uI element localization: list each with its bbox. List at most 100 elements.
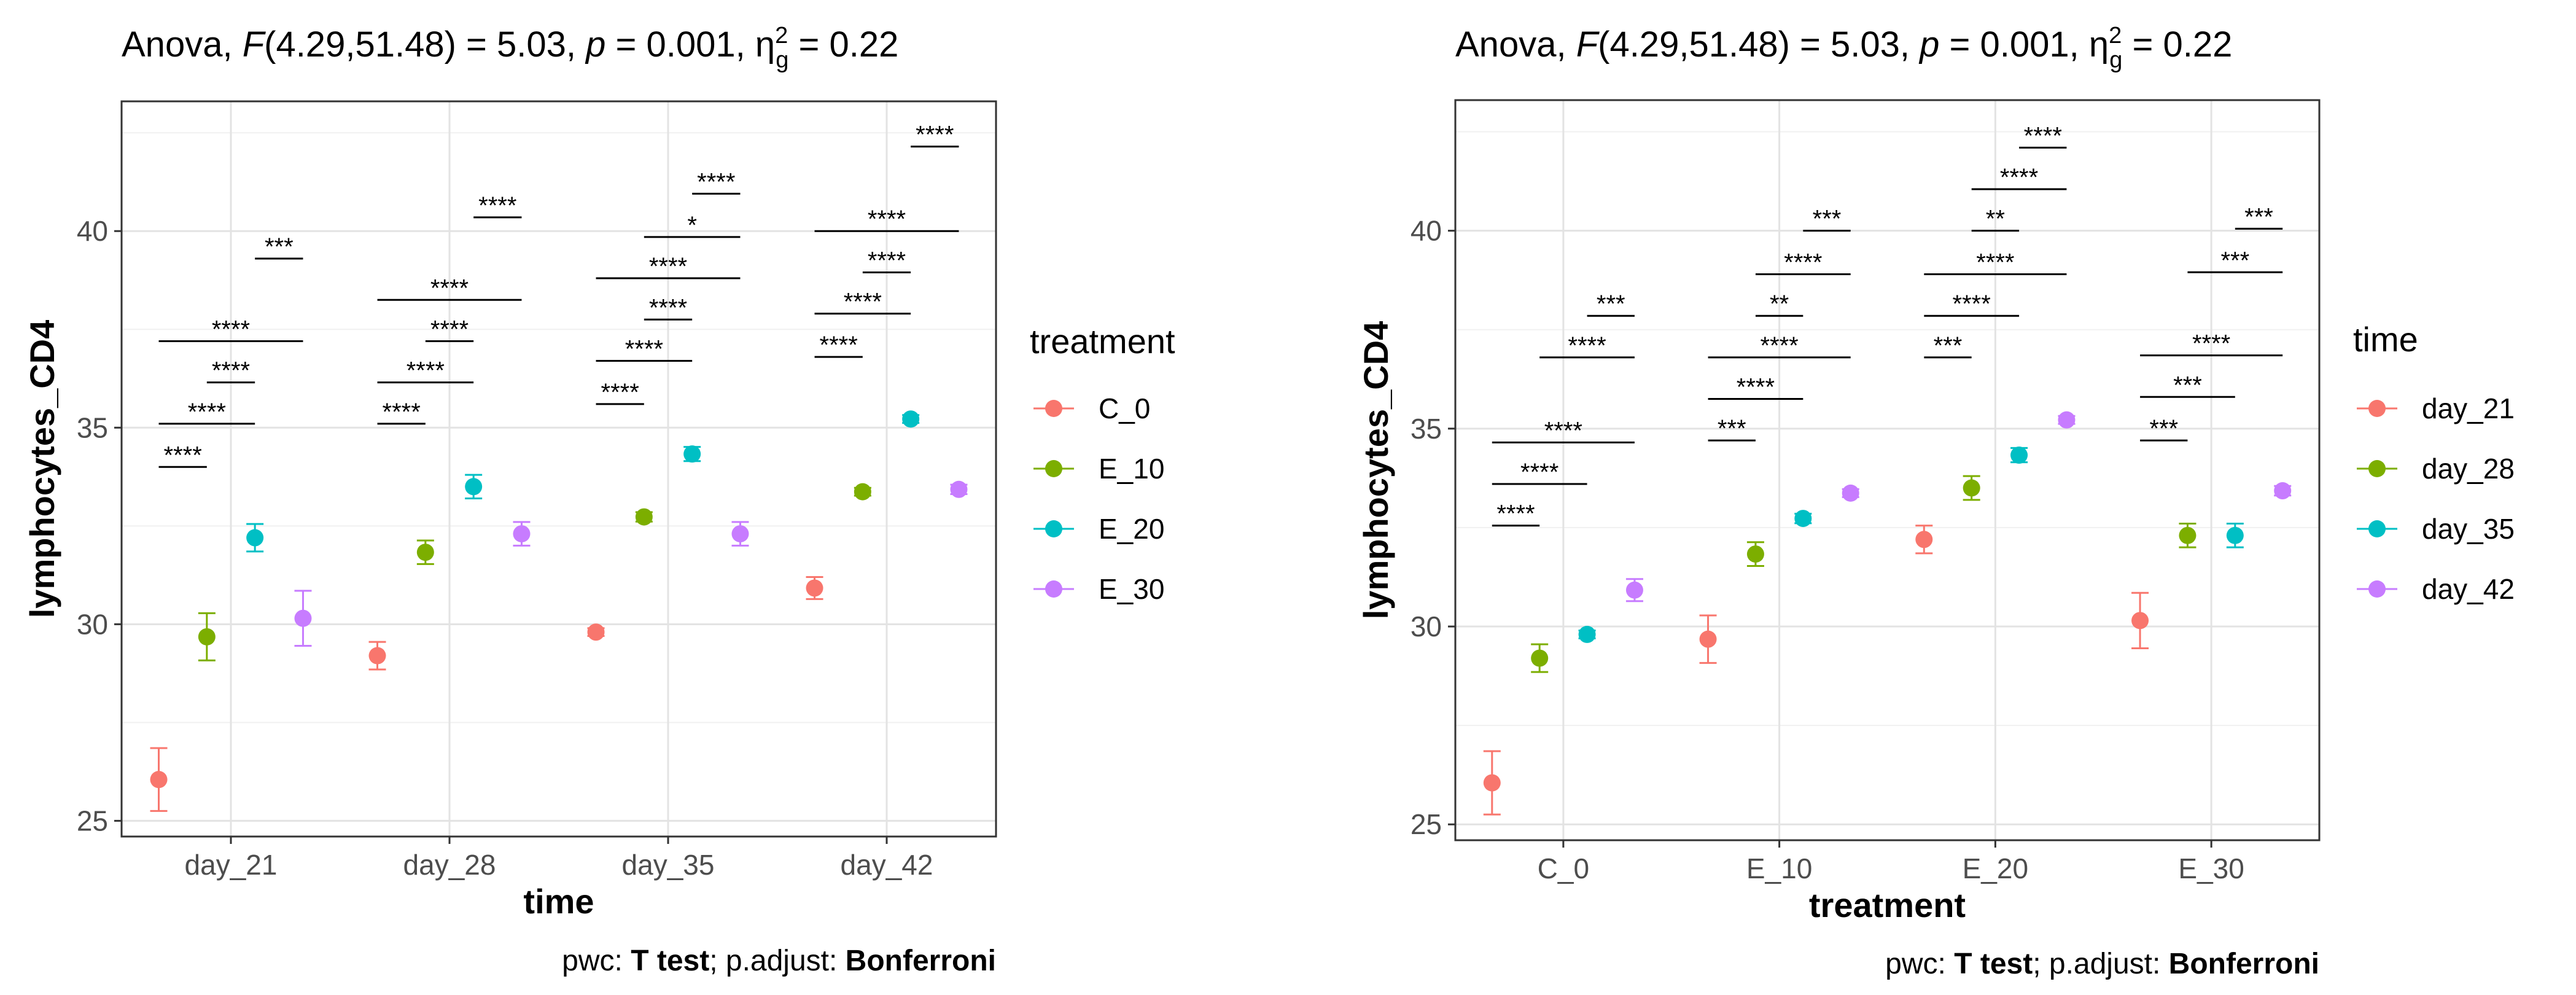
bracket-label: *** (1597, 291, 1625, 318)
legend-item: day_28 (2357, 453, 2515, 485)
data-point (635, 508, 653, 526)
series-day_35 (1578, 447, 2244, 643)
series-E_10 (198, 483, 871, 661)
data-point (2131, 612, 2149, 630)
bracket-label: **** (430, 316, 469, 343)
y-tick-label: 25 (1411, 808, 1442, 840)
data-point (1963, 479, 1980, 497)
data-point (368, 647, 386, 665)
bracket-label: **** (625, 335, 663, 362)
bracket-label: **** (383, 399, 421, 426)
legend-label: E_20 (1099, 513, 1164, 545)
title-eta-sup: 2 (2109, 23, 2122, 49)
data-points (150, 410, 968, 812)
data-point (950, 480, 968, 498)
bracket-label: **** (212, 357, 250, 384)
data-point (198, 628, 216, 646)
bracket-label: *** (1813, 206, 1842, 233)
data-point (2010, 447, 2028, 464)
data-point (1699, 630, 1717, 648)
bracket-label: **** (1760, 332, 1798, 359)
y-tick-label: 40 (77, 215, 108, 247)
bracket-label: **** (2000, 164, 2038, 191)
x-tick-label: E_20 (1963, 853, 2028, 884)
bracket-label: **** (868, 206, 906, 233)
bracket-label: **** (478, 192, 516, 219)
series-C_0 (150, 576, 823, 812)
bracket-label: **** (1784, 249, 1822, 276)
x-tick-label: day_28 (403, 849, 496, 881)
bracket-label: **** (407, 357, 445, 384)
bracket-label: ** (1986, 206, 2005, 233)
legend-item: day_35 (2357, 513, 2515, 545)
y-tick-label: 35 (77, 412, 108, 443)
legend-key-dot (2368, 460, 2386, 477)
caption-d: Bonferroni (2169, 948, 2319, 980)
legend-key-dot (2368, 520, 2386, 537)
legend: treatment C_0 E_10 E_20 E_30 (1030, 322, 1175, 605)
title-eta-value: = 0.22 (2122, 25, 2232, 64)
bracket-label: **** (916, 122, 954, 149)
bracket-label: **** (188, 399, 226, 426)
x-axis-title: time (523, 882, 594, 921)
series-day_21 (1483, 525, 2149, 816)
bracket-label: **** (2192, 330, 2230, 357)
grid (122, 101, 996, 837)
legend-item: E_30 (1033, 573, 1164, 605)
data-point (1531, 649, 1549, 667)
chart-title: Anova, F(4.29,51.48) = 5.03, p = 0.001, … (1455, 23, 2232, 73)
data-point (1842, 484, 1859, 502)
data-point (806, 579, 823, 597)
data-point (1746, 545, 1764, 563)
bracket-label: *** (1718, 415, 1746, 442)
x-tick-label: day_21 (185, 849, 278, 881)
panel-2: Anova, F(4.29,51.48) = 5.03, p = 0.001, … (1356, 23, 2515, 980)
legend-label: day_28 (2422, 453, 2515, 485)
legend-title: time (2353, 320, 2418, 359)
caption-b: T test (631, 945, 709, 977)
bracket-label: **** (1568, 332, 1606, 359)
data-point (1794, 510, 1812, 528)
chart-title: Anova, F(4.29,51.48) = 5.03, p = 0.001, … (122, 23, 898, 73)
y-tick-label: 40 (1411, 215, 1442, 247)
legend-label: day_42 (2422, 573, 2515, 605)
bracket-label: **** (844, 289, 882, 316)
bracket-label: **** (649, 294, 687, 321)
legend-label: day_21 (2422, 392, 2515, 424)
panel-1: Anova, F(4.29,51.48) = 5.03, p = 0.001, … (23, 23, 1175, 977)
legend-title: treatment (1030, 322, 1175, 361)
data-points (1483, 411, 2292, 816)
legend-key-dot (2368, 580, 2386, 598)
caption-c: ; p.adjust: (709, 945, 845, 977)
data-point (246, 529, 264, 547)
bracket-label: **** (1496, 501, 1535, 528)
title-eta-sub: g (2109, 47, 2122, 73)
title-df: (4.29,51.48) = 5.03, (1598, 25, 1920, 64)
legend-item: E_20 (1033, 513, 1164, 545)
data-point (294, 609, 312, 627)
series-day_28 (1531, 475, 2197, 673)
significance-brackets: ****************************************… (158, 122, 959, 469)
bracket-label: * (687, 212, 697, 239)
title-eta-sup: 2 (775, 23, 788, 49)
bracket-label: ** (1770, 291, 1789, 318)
legend-item: day_21 (2357, 392, 2515, 424)
title-p-value: = 0.001, (1939, 25, 2088, 64)
caption-d: Bonferroni (846, 945, 996, 977)
series-E_30 (294, 480, 968, 647)
caption-a: pwc: (562, 945, 631, 977)
bracket-label: **** (820, 332, 858, 359)
data-point (683, 445, 701, 463)
data-point (1483, 774, 1501, 792)
data-point (1625, 581, 1643, 599)
grid (1455, 100, 2319, 840)
bracket-label: *** (2149, 415, 2178, 442)
x-axis-title: treatment (1809, 886, 1966, 924)
legend-item: C_0 (1033, 392, 1150, 424)
data-point (2179, 526, 2197, 544)
bracket-label: **** (1737, 374, 1775, 401)
y-tick-label: 30 (1411, 611, 1442, 642)
title-p-label: p (585, 25, 605, 64)
data-point (2274, 482, 2292, 500)
